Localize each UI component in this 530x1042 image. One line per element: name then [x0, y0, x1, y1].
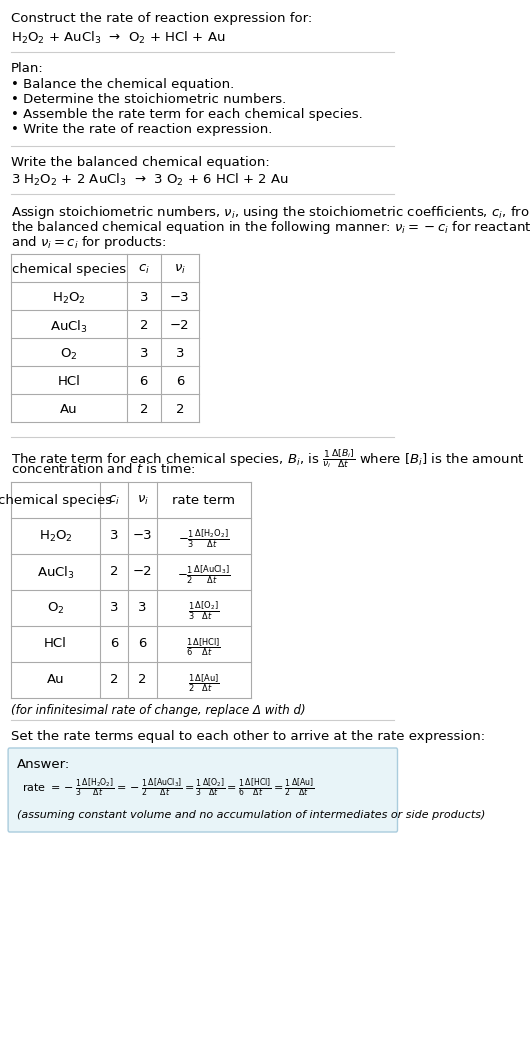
Text: Construct the rate of reaction expression for:: Construct the rate of reaction expressio… [11, 13, 312, 25]
Text: 3: 3 [138, 601, 147, 614]
Text: H$_2$O$_2$: H$_2$O$_2$ [52, 291, 86, 306]
Text: HCl: HCl [58, 375, 81, 388]
Text: 6: 6 [110, 637, 118, 650]
Text: • Write the rate of reaction expression.: • Write the rate of reaction expression. [11, 123, 272, 137]
Text: 2: 2 [139, 319, 148, 332]
Text: HCl: HCl [44, 637, 67, 650]
Text: Set the rate terms equal to each other to arrive at the rate expression:: Set the rate terms equal to each other t… [11, 730, 485, 743]
Text: rate $= -\frac{1}{3}\frac{\Delta[\mathrm{H_2O_2}]}{\Delta t} = -\frac{1}{2}\frac: rate $= -\frac{1}{3}\frac{\Delta[\mathrm… [22, 776, 315, 799]
Text: concentration and $t$ is time:: concentration and $t$ is time: [11, 462, 195, 476]
Text: (for infinitesimal rate of change, replace Δ with d): (for infinitesimal rate of change, repla… [11, 704, 306, 717]
Text: The rate term for each chemical species, $B_i$, is $\frac{1}{\nu_i}\frac{\Delta[: The rate term for each chemical species,… [11, 447, 525, 470]
Text: −2: −2 [170, 319, 190, 332]
Text: chemical species: chemical species [0, 494, 112, 507]
Text: rate term: rate term [172, 494, 235, 507]
Text: $c_i$: $c_i$ [138, 263, 149, 276]
Text: −3: −3 [133, 529, 153, 542]
Text: $-\frac{1}{3}\frac{\Delta[\mathrm{H_2O_2}]}{\Delta t}$: $-\frac{1}{3}\frac{\Delta[\mathrm{H_2O_2… [178, 528, 229, 550]
FancyBboxPatch shape [8, 748, 398, 832]
Text: 2: 2 [175, 403, 184, 416]
Text: $\frac{1}{6}\frac{\Delta[\mathrm{HCl}]}{\Delta t}$: $\frac{1}{6}\frac{\Delta[\mathrm{HCl}]}{… [187, 636, 222, 658]
Text: Plan:: Plan: [11, 63, 44, 75]
Text: 3: 3 [175, 347, 184, 359]
Text: −3: −3 [170, 291, 190, 304]
Text: Au: Au [60, 403, 78, 416]
Text: O$_2$: O$_2$ [47, 601, 64, 616]
Text: 2: 2 [138, 673, 147, 686]
Text: (assuming constant volume and no accumulation of intermediates or side products): (assuming constant volume and no accumul… [17, 810, 485, 820]
Text: 3: 3 [110, 601, 118, 614]
Text: 3 H$_2$O$_2$ + 2 AuCl$_3$  →  3 O$_2$ + 6 HCl + 2 Au: 3 H$_2$O$_2$ + 2 AuCl$_3$ → 3 O$_2$ + 6 … [11, 172, 289, 189]
Text: Write the balanced chemical equation:: Write the balanced chemical equation: [11, 156, 270, 169]
Text: Au: Au [47, 673, 64, 686]
Text: 3: 3 [110, 529, 118, 542]
Text: −2: −2 [133, 565, 153, 578]
Text: • Assemble the rate term for each chemical species.: • Assemble the rate term for each chemic… [11, 108, 363, 121]
Text: the balanced chemical equation in the following manner: $\nu_i = -c_i$ for react: the balanced chemical equation in the fo… [11, 219, 530, 235]
Text: O$_2$: O$_2$ [60, 347, 78, 363]
Text: H$_2$O$_2$: H$_2$O$_2$ [39, 529, 73, 544]
Text: $\frac{1}{2}\frac{\Delta[\mathrm{Au}]}{\Delta t}$: $\frac{1}{2}\frac{\Delta[\mathrm{Au}]}{\… [188, 672, 220, 694]
Text: 2: 2 [110, 565, 118, 578]
Text: 3: 3 [139, 291, 148, 304]
Text: 6: 6 [175, 375, 184, 388]
Text: $c_i$: $c_i$ [108, 494, 120, 507]
Text: $\nu_i$: $\nu_i$ [174, 263, 186, 276]
Text: AuCl$_3$: AuCl$_3$ [50, 319, 88, 336]
Text: 2: 2 [139, 403, 148, 416]
Text: 2: 2 [110, 673, 118, 686]
Text: and $\nu_i = c_i$ for products:: and $\nu_i = c_i$ for products: [11, 234, 167, 251]
Text: $-\frac{1}{2}\frac{\Delta[\mathrm{AuCl_3}]}{\Delta t}$: $-\frac{1}{2}\frac{\Delta[\mathrm{AuCl_3… [177, 564, 231, 587]
Text: • Balance the chemical equation.: • Balance the chemical equation. [11, 78, 234, 91]
Text: Answer:: Answer: [17, 758, 70, 771]
Text: 3: 3 [139, 347, 148, 359]
Text: Assign stoichiometric numbers, $\nu_i$, using the stoichiometric coefficients, $: Assign stoichiometric numbers, $\nu_i$, … [11, 204, 530, 221]
Text: 6: 6 [139, 375, 148, 388]
Text: H$_2$O$_2$ + AuCl$_3$  →  O$_2$ + HCl + Au: H$_2$O$_2$ + AuCl$_3$ → O$_2$ + HCl + Au [11, 30, 226, 46]
Text: • Determine the stoichiometric numbers.: • Determine the stoichiometric numbers. [11, 93, 286, 106]
Text: 6: 6 [138, 637, 147, 650]
Text: $\nu_i$: $\nu_i$ [137, 494, 148, 507]
Text: chemical species: chemical species [12, 263, 126, 276]
Text: $\frac{1}{3}\frac{\Delta[\mathrm{O_2}]}{\Delta t}$: $\frac{1}{3}\frac{\Delta[\mathrm{O_2}]}{… [188, 600, 219, 622]
Text: AuCl$_3$: AuCl$_3$ [37, 565, 74, 581]
